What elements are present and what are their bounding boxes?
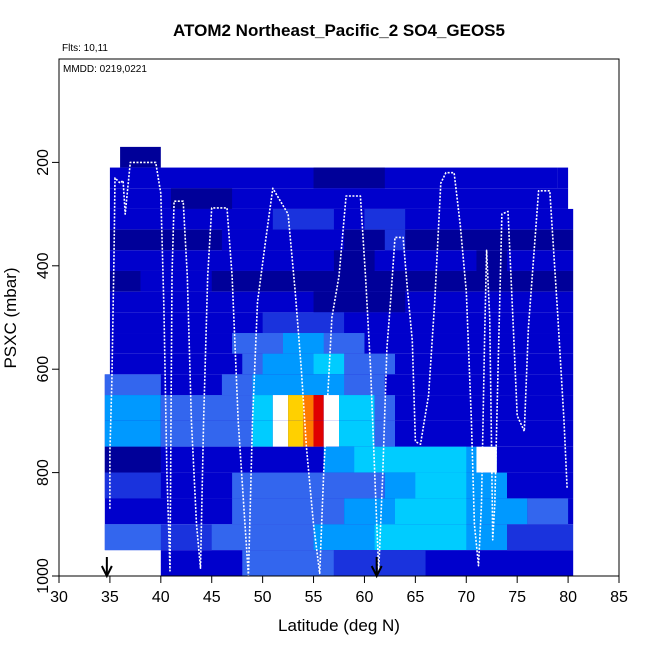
x-axis-label: Latitude (deg N) [278, 616, 400, 635]
y-tick-label: 200 [35, 149, 52, 176]
x-tick-label: 75 [508, 589, 526, 606]
heatmap-cell [303, 395, 314, 421]
x-tick-label: 35 [101, 589, 119, 606]
heatmap-cell [221, 229, 345, 251]
heatmap-cell [104, 446, 161, 473]
heatmap-cell [262, 312, 345, 334]
x-tick-label: 30 [50, 589, 68, 606]
heatmap-cell [283, 333, 324, 354]
heatmap-cell [211, 524, 314, 551]
heatmap-cell [171, 188, 233, 209]
heatmap-cell [557, 167, 569, 189]
heatmap-cell [415, 472, 467, 499]
heatmap-cell [395, 498, 467, 525]
heatmap-cell [104, 395, 161, 421]
heatmap-cells [104, 146, 574, 576]
y-tick-label: 600 [35, 356, 52, 383]
heatmap-cell [339, 395, 375, 421]
heatmap-cell [104, 524, 161, 551]
heatmap-cell [374, 420, 395, 447]
heatmap-cell [109, 270, 574, 292]
heatmap-cell [272, 420, 289, 447]
heatmap-cell [374, 524, 467, 551]
heatmap-cell [252, 420, 273, 447]
heatmap-cell [104, 420, 161, 447]
heatmap-cell [272, 395, 289, 421]
heatmap-cell [303, 420, 314, 447]
heatmap-cell [140, 270, 212, 292]
heatmap-cell [252, 374, 345, 396]
heatmap-cell [364, 208, 406, 230]
x-tick-label: 40 [152, 589, 170, 606]
x-tick-label: 80 [559, 589, 577, 606]
x-tick-label: 45 [203, 589, 221, 606]
heatmap-cell [160, 395, 253, 421]
x-tick-label: 65 [406, 589, 424, 606]
y-tick-label: 800 [35, 459, 52, 486]
x-tick-label: 50 [254, 589, 272, 606]
heatmap-cell [160, 420, 253, 447]
heatmap-cell [232, 498, 345, 525]
heatmap-cell [333, 250, 375, 271]
heatmap-cell [104, 472, 161, 499]
heatmap-cell [323, 395, 339, 421]
heatmap-cell [354, 446, 467, 473]
heatmap-cell [120, 146, 161, 168]
heatmap-cell [252, 395, 273, 421]
heatmap-cell [313, 291, 406, 313]
heatmap-cell [476, 250, 507, 271]
x-tick-label: 55 [305, 589, 323, 606]
y-axis-label: PSXC (mbar) [1, 267, 20, 368]
heatmap-cell [313, 420, 324, 447]
x-tick-label: 70 [457, 589, 475, 606]
flights-label: Flts: 10,11 [62, 43, 108, 54]
heatmap-cell [339, 420, 375, 447]
heatmap-cell [288, 420, 304, 447]
x-tick-label: 85 [610, 589, 628, 606]
heatmap-cell [272, 208, 334, 230]
y-tick-label: 1000 [35, 558, 52, 594]
x-tick-label: 60 [356, 589, 374, 606]
heatmap-cell [313, 167, 385, 189]
heatmap-cell [313, 395, 324, 421]
heatmap-cell [527, 498, 569, 525]
y-axis: 200 400 600 800 1000 [35, 149, 60, 594]
y-tick-label: 400 [35, 252, 52, 279]
x-axis: 30 35 40 45 50 55 60 65 70 75 80 85 [50, 576, 628, 606]
heatmap-cell [288, 395, 304, 421]
dates-label: MMDD: 0219,0221 [63, 64, 147, 75]
chart-title: ATOM2 Northeast_Pacific_2 SO4_GEOS5 [173, 21, 505, 40]
heatmap-cell [262, 353, 314, 375]
heatmap-cell [323, 420, 339, 447]
heatmap-cell [476, 446, 497, 473]
heatmap-cell [313, 353, 345, 375]
heatmap-cell [104, 374, 161, 396]
heatmap-cell [109, 208, 574, 230]
